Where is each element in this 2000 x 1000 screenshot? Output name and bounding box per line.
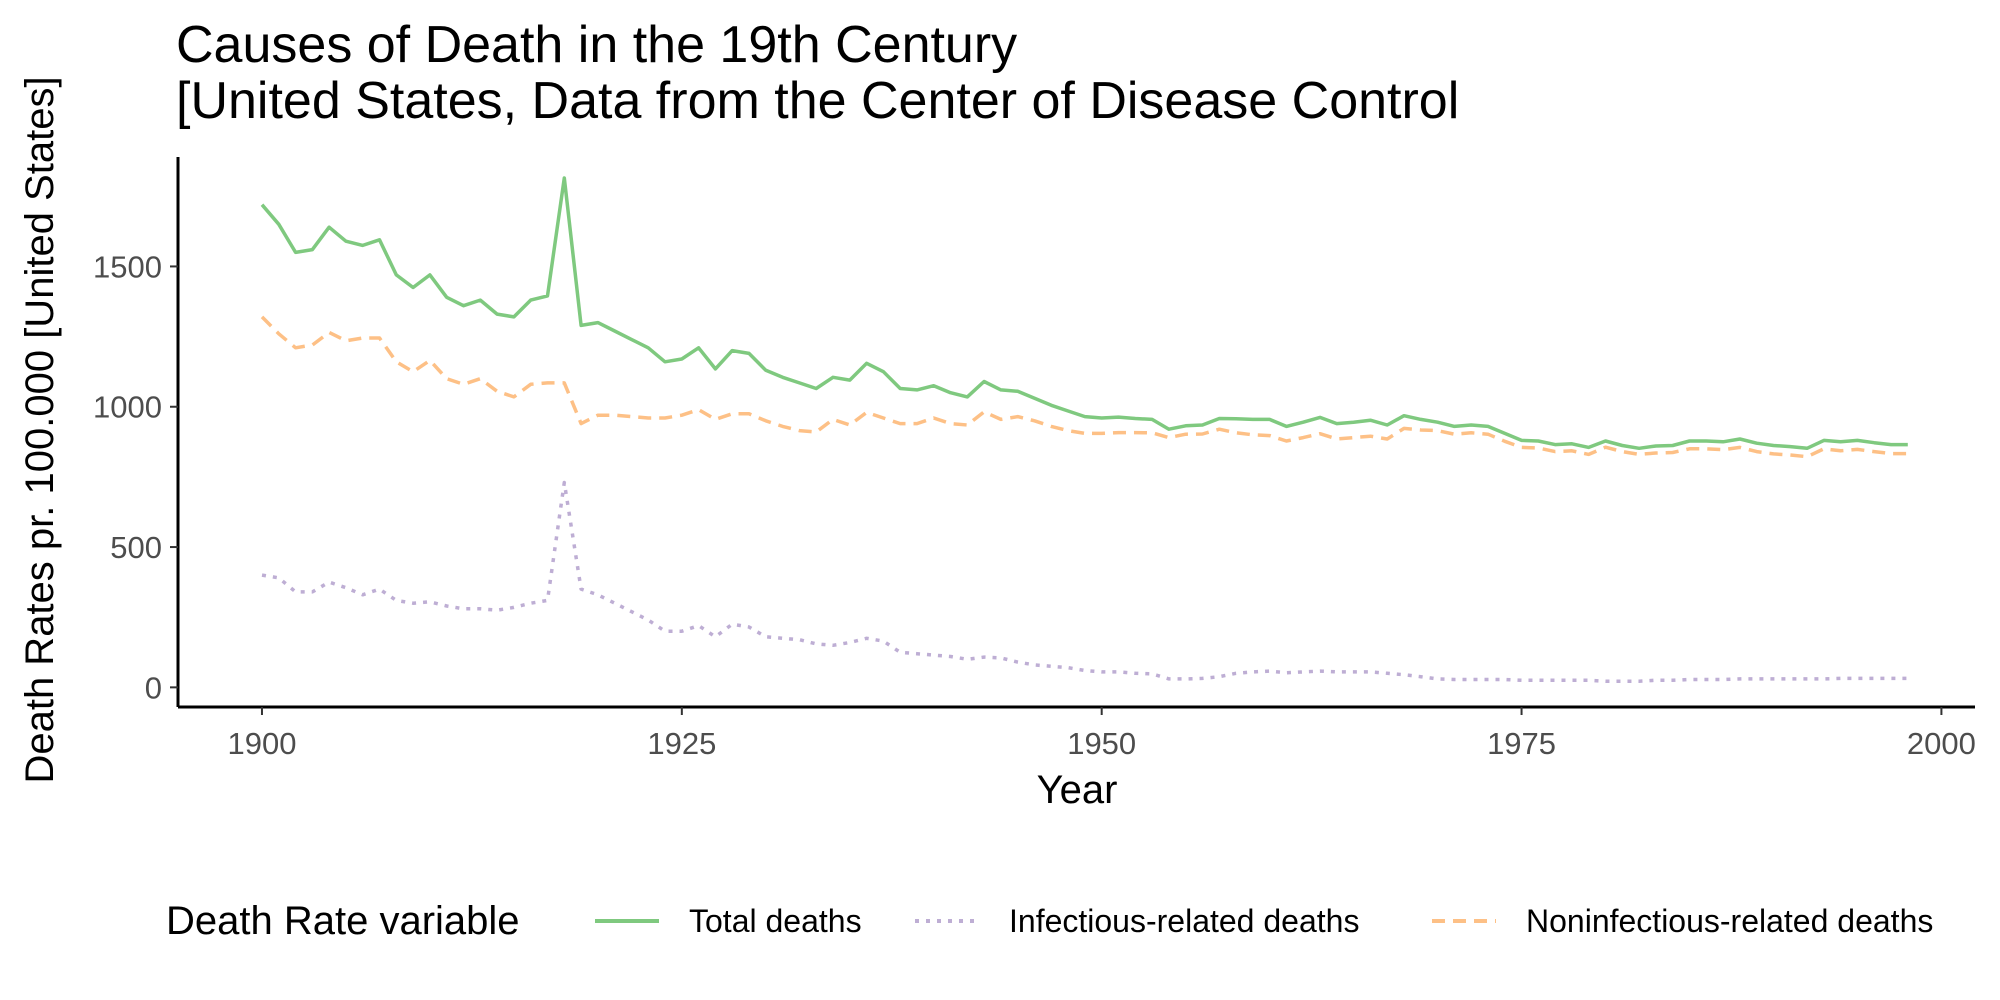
x-tick-label: 1975 <box>1487 726 1556 761</box>
legend-label-3: Noninfectious-related deaths <box>1526 903 1933 939</box>
x-axis-ticks: 1900 1925 1950 1975 2000 <box>227 707 1976 761</box>
series-line-2 <box>261 480 1908 683</box>
plot-area: 1900 1925 1950 1975 2000 0 500 1000 1500 <box>93 157 1976 761</box>
x-tick-label: 1900 <box>227 726 296 761</box>
x-tick-label: 2000 <box>1907 726 1976 761</box>
legend: Death Rate variable Total deaths Infectio… <box>166 899 1933 943</box>
y-axis-ticks: 0 500 1000 1500 <box>93 249 178 705</box>
series-layer <box>260 176 1908 683</box>
y-axis-title: Death Rates pr. 100.000 [United States] <box>18 76 62 783</box>
x-axis-title: Year <box>1037 768 1118 812</box>
chart-subtitle: [United States, Data from the Center of … <box>176 72 1459 130</box>
y-tick-label: 0 <box>145 670 162 705</box>
series-line-1 <box>260 176 1908 451</box>
y-tick-label: 1500 <box>93 249 162 284</box>
chart-title: Causes of Death in the 19th Century <box>176 16 1017 74</box>
y-tick-label: 500 <box>110 530 162 565</box>
legend-title: Death Rate variable <box>166 899 520 943</box>
x-tick-label: 1925 <box>647 726 716 761</box>
y-tick-label: 1000 <box>93 390 162 425</box>
series-line-3 <box>260 315 1908 459</box>
legend-label-1: Total deaths <box>689 903 862 939</box>
legend-label-2: Infectious-related deaths <box>1009 903 1359 939</box>
x-tick-label: 1950 <box>1067 726 1136 761</box>
legend-items: Total deaths Infectious-related deaths Non… <box>595 903 1933 939</box>
